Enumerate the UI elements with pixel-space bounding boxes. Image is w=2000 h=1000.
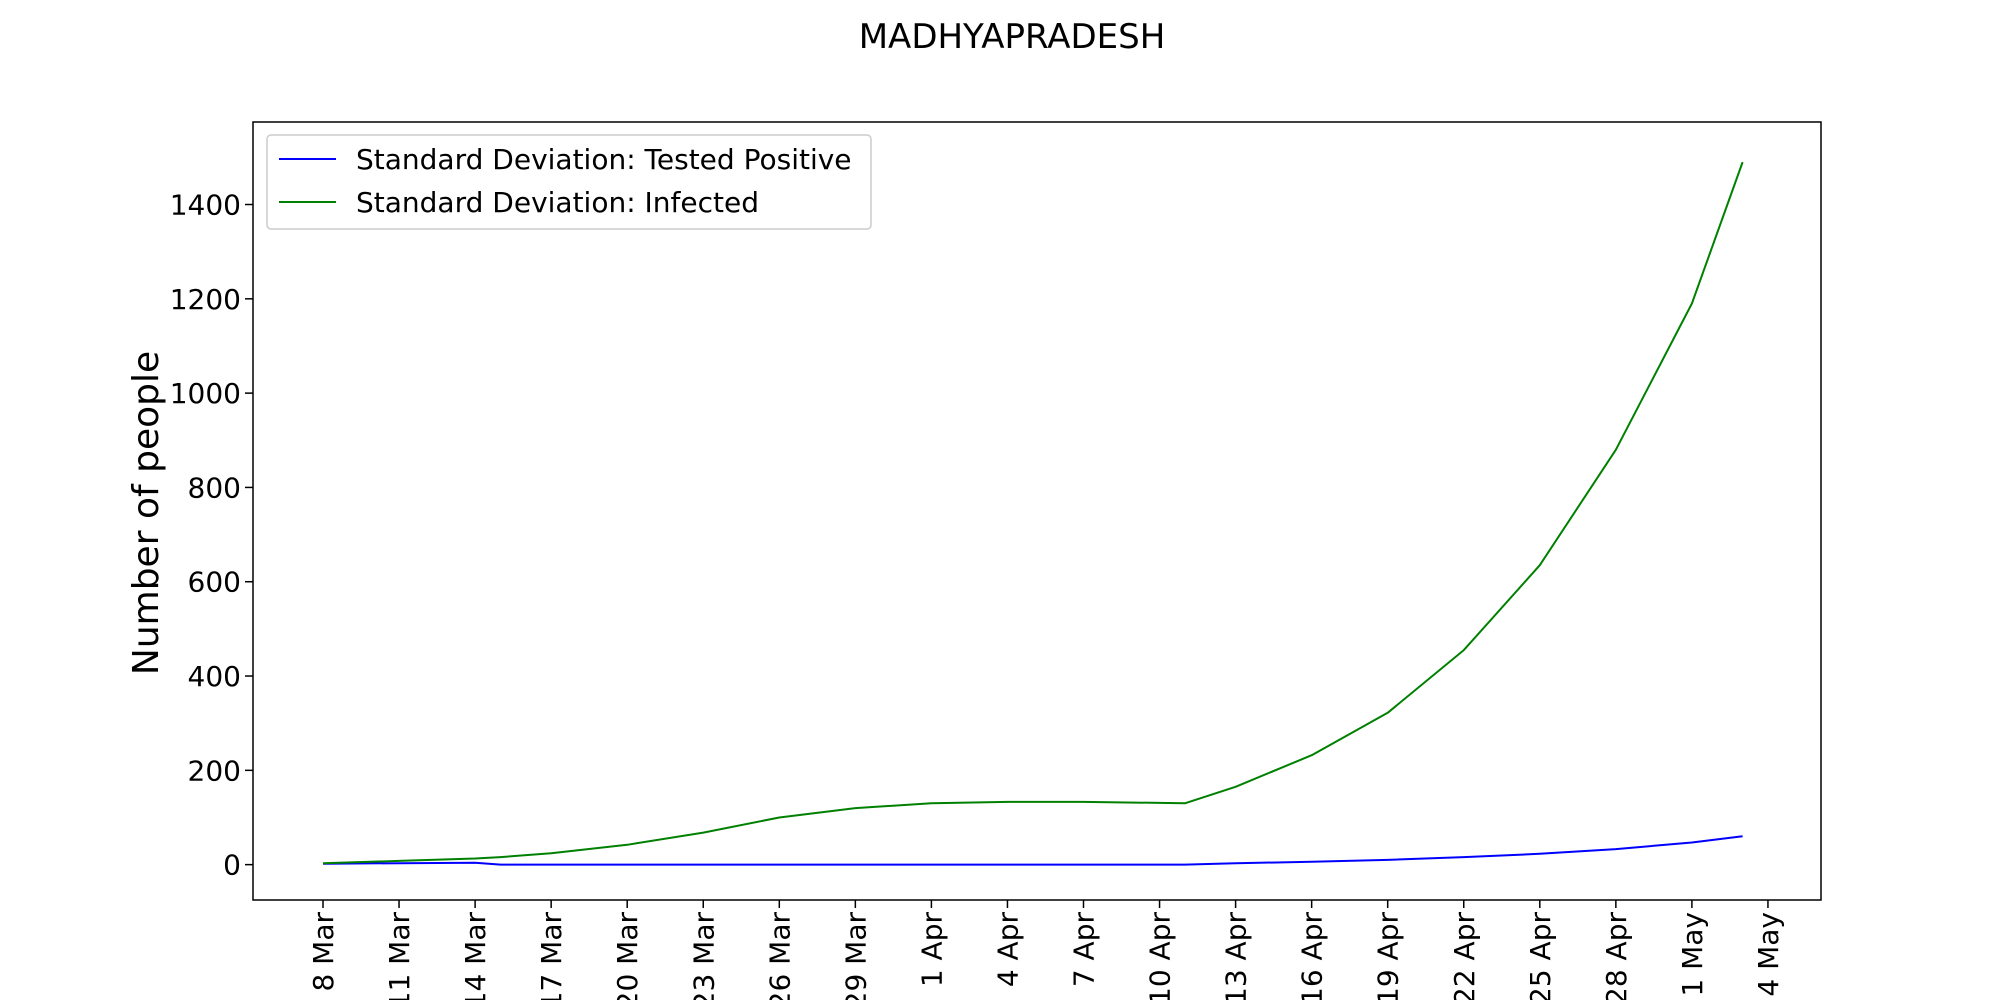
- y-tick-label-400: 400: [188, 660, 241, 693]
- x-tick-label-23-mar: 23 Mar: [687, 912, 720, 1000]
- x-tick-label-1-apr: 1 Apr: [915, 912, 948, 988]
- x-tick-label-20-mar: 20 Mar: [611, 912, 644, 1000]
- x-tick-label-14-mar: 14 Mar: [459, 912, 492, 1000]
- x-tick-label-29-mar: 29 Mar: [839, 912, 872, 1000]
- legend-label-tested-positive: Standard Deviation: Tested Positive: [356, 143, 852, 176]
- x-tick-label-4-apr: 4 Apr: [991, 912, 1024, 988]
- x-tick-label-13-apr: 13 Apr: [1220, 912, 1253, 1000]
- x-tick-label-1-may: 1 May: [1676, 912, 1709, 997]
- x-tick-label-19-apr: 19 Apr: [1372, 912, 1405, 1000]
- x-tick-label-11-mar: 11 Mar: [383, 912, 416, 1000]
- x-axis: 8 Mar 11 Mar 14 Mar 17 Mar 20 Mar 23 Mar 26 Ma…: [307, 900, 1785, 1000]
- y-tick-label-1200: 1200: [170, 283, 241, 316]
- x-tick-label-17-mar: 17 Mar: [535, 912, 568, 1000]
- y-tick-label-1400: 1400: [170, 189, 241, 222]
- x-tick-label-22-apr: 22 Apr: [1448, 912, 1481, 1000]
- x-tick-label-25-apr: 25 Apr: [1524, 912, 1557, 1000]
- x-tick-label-26-mar: 26 Mar: [763, 912, 796, 1000]
- y-tick-label-1000: 1000: [170, 377, 241, 410]
- series-line-standard-deviation-tested-positive: [322, 835, 1743, 866]
- x-tick-label-10-apr: 10 Apr: [1144, 912, 1177, 1000]
- x-tick-label-4-may: 4 May: [1752, 912, 1785, 997]
- series-layer: [322, 161, 1744, 866]
- y-tick-label-600: 600: [188, 566, 241, 599]
- x-tick-label-28-apr: 28 Apr: [1600, 912, 1633, 1000]
- x-tick-label-7-apr: 7 Apr: [1068, 912, 1101, 988]
- x-tick-label-16-apr: 16 Apr: [1296, 912, 1329, 1000]
- legend-box: [266, 134, 872, 230]
- plot-area-frame: [252, 121, 1822, 901]
- x-tick-label-8-mar: 8 Mar: [307, 912, 340, 992]
- chart-title: MADHYAPRADESH: [859, 17, 1166, 57]
- legend: Standard Deviation: Tested Positive Stan…: [266, 134, 872, 230]
- series-line-standard-deviation-infected: [322, 161, 1744, 865]
- y-tick-label-0: 0: [223, 849, 241, 882]
- legend-label-infected: Standard Deviation: Infected: [356, 186, 759, 219]
- y-axis: 0 200 400 600 800 1000 1200 1400: [170, 189, 253, 882]
- y-tick-label-800: 800: [188, 471, 241, 504]
- y-tick-label-200: 200: [188, 754, 241, 787]
- y-axis-label: Number of people: [126, 351, 167, 675]
